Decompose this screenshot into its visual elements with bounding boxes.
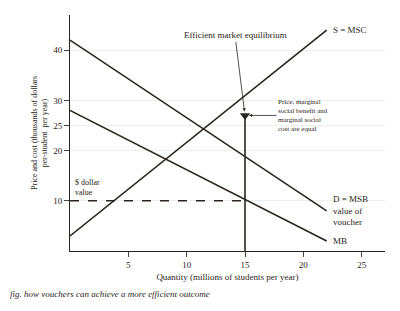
svg-text:10: 10 [53, 196, 63, 206]
svg-text:10: 10 [182, 260, 192, 270]
svg-text:Price and cost (thousands of d: Price and cost (thousands of dollarsper-… [30, 76, 49, 190]
svg-text:25: 25 [357, 260, 367, 270]
svg-text:MB: MB [333, 236, 347, 246]
svg-text:fig. how vouchers can achieve: fig. how vouchers can achieve a more eff… [10, 289, 210, 299]
svg-text:30: 30 [53, 96, 63, 106]
svg-text:5: 5 [126, 260, 131, 270]
svg-text:20: 20 [299, 260, 309, 270]
svg-text:20: 20 [53, 146, 63, 156]
svg-text:Efficient market equilibrium: Efficient market equilibrium [184, 30, 287, 40]
svg-text:15: 15 [241, 260, 251, 270]
svg-text:40: 40 [53, 45, 63, 55]
svg-text:D = MSBvalue ofvoucher: D = MSBvalue ofvoucher [333, 194, 368, 227]
svg-text:$ dollarvalue: $ dollarvalue [75, 178, 100, 197]
svg-text:Price, marginalsocial benefit: Price, marginalsocial benefit andmargina… [278, 98, 328, 133]
svg-text:Quantity (millions of students: Quantity (millions of students per year) [156, 272, 298, 282]
svg-text:S = MSC: S = MSC [333, 25, 367, 35]
svg-text:25: 25 [53, 121, 63, 131]
